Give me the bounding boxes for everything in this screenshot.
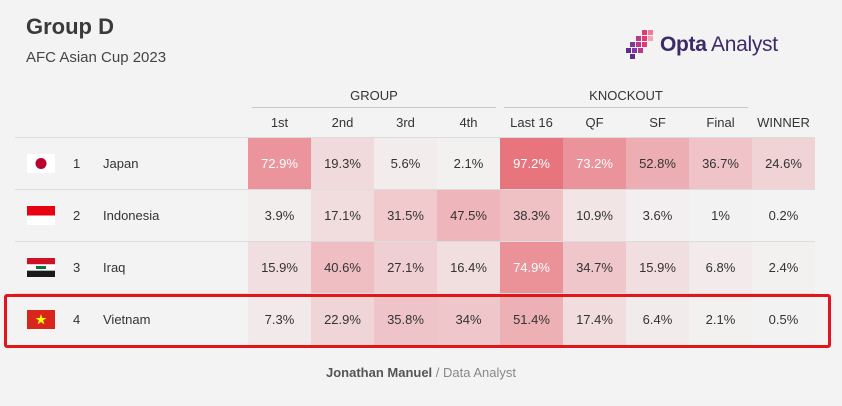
probability-cell: 17.1% bbox=[311, 190, 374, 241]
column-header: SF bbox=[649, 115, 666, 130]
probability-cell: 52.8% bbox=[626, 138, 689, 189]
probability-cell: 0.2% bbox=[752, 190, 815, 241]
column-header: 1st bbox=[270, 115, 289, 130]
column-header: QF bbox=[585, 115, 604, 130]
probability-cell: 3.9% bbox=[248, 190, 311, 241]
column-header: Final bbox=[706, 115, 735, 130]
probability-cell: 31.5% bbox=[374, 190, 437, 241]
probability-cell: 2.1% bbox=[437, 138, 500, 189]
group-underline bbox=[252, 107, 496, 108]
probability-cell: 73.2% bbox=[563, 138, 626, 189]
probability-cell: 5.6% bbox=[374, 138, 437, 189]
probability-cell: 27.1% bbox=[374, 242, 437, 293]
probability-cell: 16.4% bbox=[437, 242, 500, 293]
brand-name: Opta Analyst bbox=[660, 33, 778, 56]
page-subtitle: AFC Asian Cup 2023 bbox=[26, 49, 167, 66]
team-name: Iraq bbox=[103, 260, 126, 275]
team-name: Japan bbox=[103, 156, 139, 171]
probability-cell: 72.9% bbox=[248, 138, 311, 189]
column-header: 4th bbox=[459, 115, 478, 130]
probability-cell: 74.9% bbox=[500, 242, 563, 293]
probability-cell: 97.2% bbox=[500, 138, 563, 189]
group-header-group: GROUP bbox=[350, 88, 398, 103]
probability-cell: 38.3% bbox=[500, 190, 563, 241]
group-underline bbox=[504, 107, 748, 108]
probability-cell: 51.4% bbox=[500, 294, 563, 345]
column-header: Last 16 bbox=[510, 115, 553, 130]
probability-cell: 19.3% bbox=[311, 138, 374, 189]
probability-cell: 2.1% bbox=[689, 294, 752, 345]
team-rank: 3 bbox=[73, 260, 81, 275]
probability-cell: 1% bbox=[689, 190, 752, 241]
probability-cell: 47.5% bbox=[437, 190, 500, 241]
vietnam-highlight-box bbox=[4, 294, 831, 348]
group-header-knockout: KNOCKOUT bbox=[589, 88, 663, 103]
probability-cell: 34% bbox=[437, 294, 500, 345]
team-rank: 2 bbox=[73, 208, 81, 223]
probability-cell: 22.9% bbox=[311, 294, 374, 345]
row-separator bbox=[15, 241, 815, 242]
iraq-flag-icon bbox=[27, 258, 55, 277]
probability-cell: 10.9% bbox=[563, 190, 626, 241]
indonesia-flag-icon bbox=[27, 206, 55, 225]
row-separator bbox=[15, 137, 815, 138]
column-header: WINNER bbox=[757, 115, 810, 130]
probability-cell: 40.6% bbox=[311, 242, 374, 293]
team-rank: 4 bbox=[73, 312, 81, 327]
probability-cell: 3.6% bbox=[626, 190, 689, 241]
probability-cell: 36.7% bbox=[689, 138, 752, 189]
column-header: 3rd bbox=[396, 115, 415, 130]
probability-cell: 34.7% bbox=[563, 242, 626, 293]
probability-cell: 6.8% bbox=[689, 242, 752, 293]
team-rank: 1 bbox=[73, 156, 81, 171]
opta-logo-icon bbox=[626, 30, 653, 59]
team-name: Vietnam bbox=[103, 312, 151, 327]
vietnam-flag-icon bbox=[27, 310, 55, 329]
row-separator bbox=[15, 293, 815, 294]
probability-cell: 24.6% bbox=[752, 138, 815, 189]
opta-analyst-logo: Opta Analyst bbox=[626, 30, 778, 60]
probability-cell: 15.9% bbox=[248, 242, 311, 293]
probability-cell: 6.4% bbox=[626, 294, 689, 345]
probability-cell: 35.8% bbox=[374, 294, 437, 345]
column-header: 2nd bbox=[331, 115, 354, 130]
japan-flag-icon bbox=[27, 154, 55, 173]
probability-cell: 17.4% bbox=[563, 294, 626, 345]
probability-cell: 0.5% bbox=[752, 294, 815, 345]
team-name: Indonesia bbox=[103, 208, 160, 223]
credit-line: Jonathan Manuel / Data Analyst bbox=[325, 365, 517, 380]
probability-cell: 7.3% bbox=[248, 294, 311, 345]
probability-cell: 2.4% bbox=[752, 242, 815, 293]
page-title: Group D bbox=[26, 14, 114, 39]
probability-cell: 15.9% bbox=[626, 242, 689, 293]
row-separator bbox=[15, 189, 815, 190]
